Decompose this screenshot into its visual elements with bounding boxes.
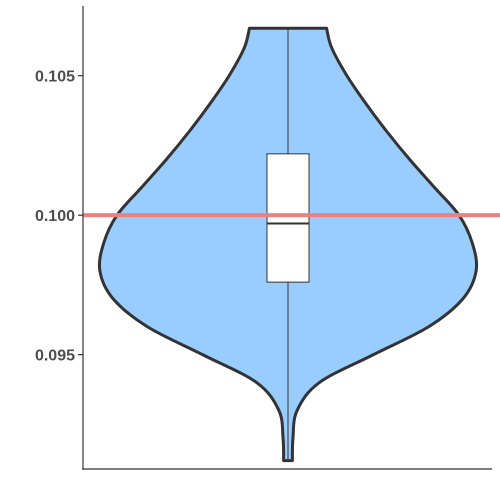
plot-area (83, 26, 500, 463)
axes: 0.095 0.100 0.105 (35, 6, 492, 470)
box-iqr (266, 153, 310, 283)
y-tick-label: 0.100 (35, 208, 75, 225)
y-tick-label: 0.105 (35, 69, 75, 86)
y-tick-label: 0.095 (35, 348, 75, 365)
